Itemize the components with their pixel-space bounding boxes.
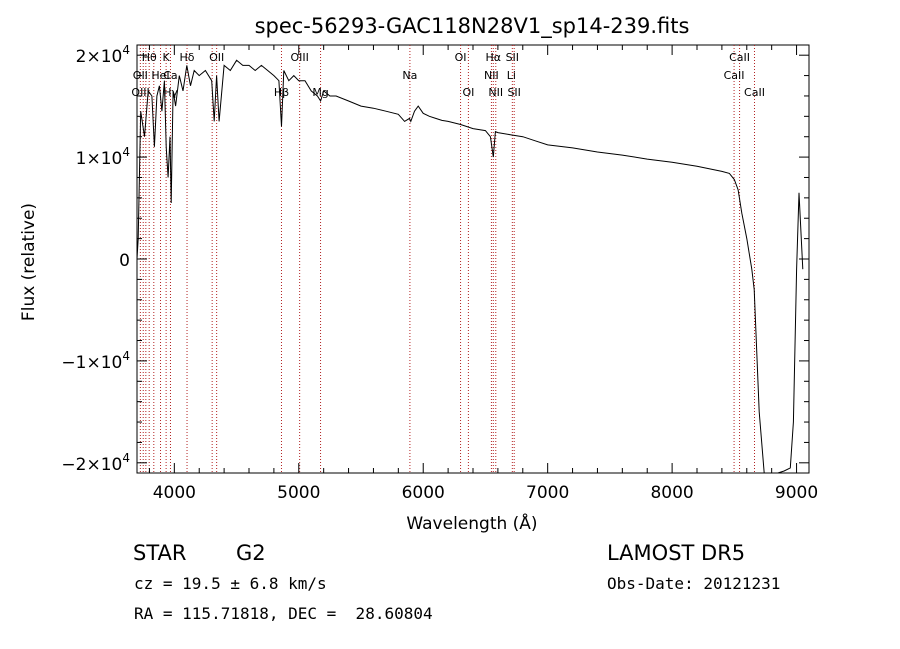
marker-label-14: OI <box>462 86 474 99</box>
y-tick-label-2: 0 <box>119 251 130 271</box>
marker-label-23: CaII <box>744 86 765 99</box>
x-tick-label-0: 4000 <box>153 483 196 503</box>
x-tick-label-5: 9000 <box>775 483 818 503</box>
marker-label-9: Hβ <box>274 86 289 99</box>
y-tick-label-0: 2×104 <box>76 43 130 67</box>
object-class: STAR <box>133 541 187 565</box>
y-tick-label-1: 1×104 <box>76 145 130 169</box>
marker-label-17: NII <box>484 69 499 82</box>
spectrum-line <box>136 59 804 474</box>
survey-name: LAMOST DR5 <box>607 541 746 565</box>
chart-title: spec-56293-GAC118N28V1_sp14-239.fits <box>255 14 690 39</box>
marker-label-0: Hθ <box>142 51 157 64</box>
x-tick-label-3: 7000 <box>526 483 569 503</box>
x-axis-label: Wavelength (Å) <box>406 512 537 534</box>
marker-label-5: Hγ <box>163 86 178 99</box>
observation-date: Obs-Date: 20121231 <box>607 574 781 593</box>
marker-label-4: HeI <box>151 69 169 82</box>
marker-label-2: OIII <box>131 86 149 99</box>
y-axis-label: Flux (relative) <box>19 203 39 321</box>
coordinates-readout: RA = 115.71818, DEC = 28.60804 <box>134 604 433 623</box>
spectral-line-markers <box>139 45 755 473</box>
marker-label-8: OII <box>209 51 224 64</box>
marker-label-7: Ca <box>163 69 177 82</box>
plot-frame <box>136 44 810 474</box>
marker-label-22: CaII <box>724 69 745 82</box>
y-axis-ticks: 2×104 1×104 0 −1×104 −2×104 <box>61 43 809 475</box>
y-tick-label-3: −1×104 <box>61 349 130 373</box>
marker-label-10: OIII <box>290 51 308 64</box>
marker-label-21: CaII <box>729 51 750 64</box>
marker-label-16: SII <box>506 51 519 64</box>
x-axis-ticks: 4000 5000 6000 7000 8000 9000 <box>148 45 818 503</box>
y-tick-label-4: −2×104 <box>61 451 130 475</box>
marker-label-19: NII <box>488 86 503 99</box>
marker-label-6: Hδ <box>180 51 195 64</box>
marker-label-18: Li <box>507 69 516 82</box>
marker-label-3: K <box>163 51 171 64</box>
marker-label-20: SII <box>507 86 520 99</box>
x-tick-label-2: 6000 <box>402 483 445 503</box>
marker-label-13: OI <box>455 51 467 64</box>
object-subclass: G2 <box>236 541 266 565</box>
x-tick-label-1: 5000 <box>277 483 320 503</box>
redshift-readout: cz = 19.5 ± 6.8 km/s <box>134 574 327 593</box>
marker-label-15: Hα <box>486 51 502 64</box>
marker-label-12: Na <box>402 69 417 82</box>
x-tick-label-4: 8000 <box>650 483 693 503</box>
